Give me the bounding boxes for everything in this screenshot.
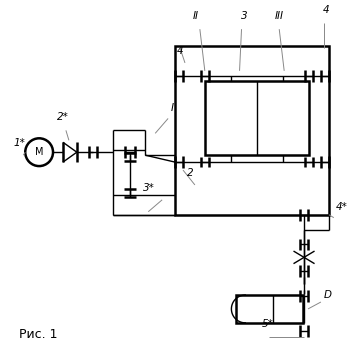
- Text: Рис. 1: Рис. 1: [19, 328, 58, 341]
- Text: 2: 2: [187, 168, 193, 178]
- Text: D: D: [324, 290, 332, 300]
- Text: II: II: [193, 11, 199, 21]
- Text: 4*: 4*: [336, 202, 348, 212]
- Text: 4: 4: [323, 5, 329, 15]
- Text: М: М: [35, 147, 43, 157]
- Text: 2*: 2*: [57, 112, 69, 122]
- Text: 3*: 3*: [143, 183, 155, 193]
- Bar: [175, 46, 329, 215]
- Text: 3: 3: [241, 11, 248, 21]
- Bar: [205, 81, 309, 155]
- Text: III: III: [275, 11, 284, 21]
- Text: I: I: [171, 102, 174, 113]
- Text: 5*: 5*: [261, 319, 273, 329]
- Bar: [236, 295, 303, 323]
- Text: 4: 4: [177, 46, 183, 56]
- Text: 1*: 1*: [13, 138, 25, 148]
